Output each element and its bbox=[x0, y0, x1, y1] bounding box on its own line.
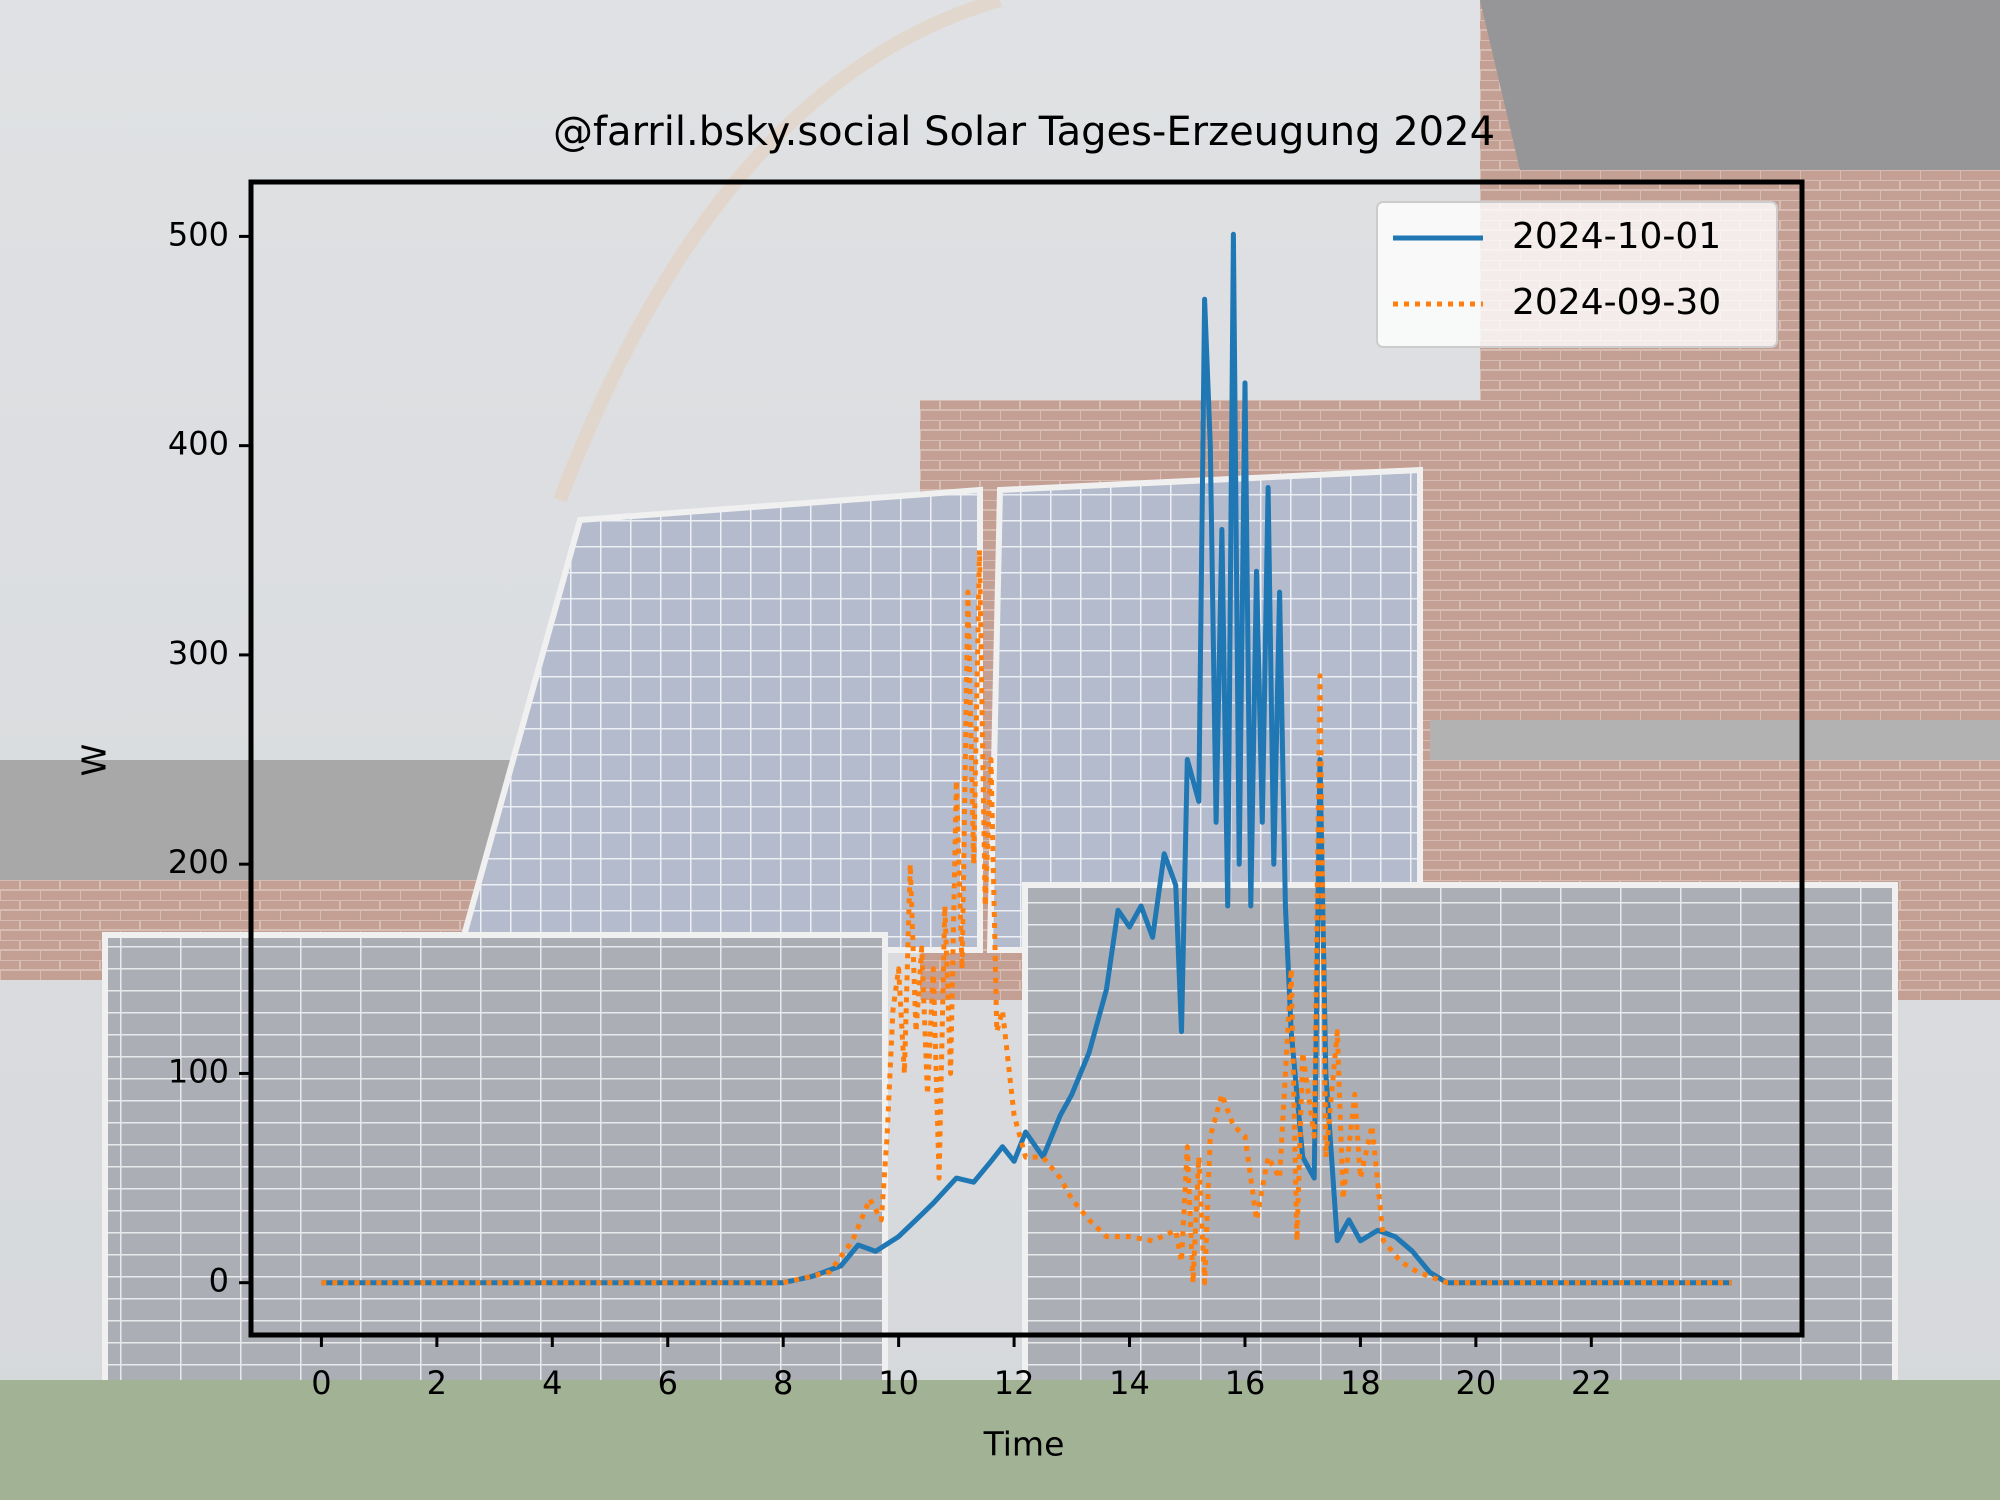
x-tick-label: 18 bbox=[1340, 1364, 1381, 1402]
y-axis-label: W bbox=[75, 744, 114, 777]
x-tick-label: 0 bbox=[311, 1364, 331, 1402]
y-tick-label: 100 bbox=[168, 1052, 229, 1090]
x-tick-label: 20 bbox=[1456, 1364, 1497, 1402]
x-tick-label: 8 bbox=[773, 1364, 793, 1402]
plot-area: 0 2 4 6 8 10 12 14 16 18 20 22 0 100 200 300 400 500 2024-… bbox=[168, 179, 1805, 1402]
x-tick-label: 6 bbox=[658, 1364, 678, 1402]
legend-label: 2024-10-01 bbox=[1512, 216, 1721, 257]
legend-label: 2024-09-30 bbox=[1512, 282, 1721, 323]
y-tick-label: 300 bbox=[168, 634, 229, 672]
y-tick-label: 500 bbox=[168, 215, 229, 253]
legend: 2024-10-01 2024-09-30 bbox=[1376, 201, 1778, 348]
plot-frame bbox=[248, 179, 1805, 1338]
series-line bbox=[321, 547, 1732, 1286]
x-tick-label: 4 bbox=[542, 1364, 562, 1402]
y-tick-label: 400 bbox=[168, 425, 229, 463]
x-tick-label: 10 bbox=[878, 1364, 919, 1402]
y-tick-label: 200 bbox=[168, 843, 229, 881]
x-tick-label: 14 bbox=[1109, 1364, 1150, 1402]
x-tick-label: 16 bbox=[1225, 1364, 1266, 1402]
x-tick-label: 2 bbox=[427, 1364, 447, 1402]
x-tick-label: 22 bbox=[1571, 1364, 1612, 1402]
x-axis-label: Time bbox=[983, 1425, 1065, 1464]
chart-title: @farril.bsky.social Solar Tages-Erzeugun… bbox=[553, 109, 1495, 155]
y-tick-label: 0 bbox=[209, 1262, 229, 1300]
x-tick-label: 12 bbox=[994, 1364, 1035, 1402]
